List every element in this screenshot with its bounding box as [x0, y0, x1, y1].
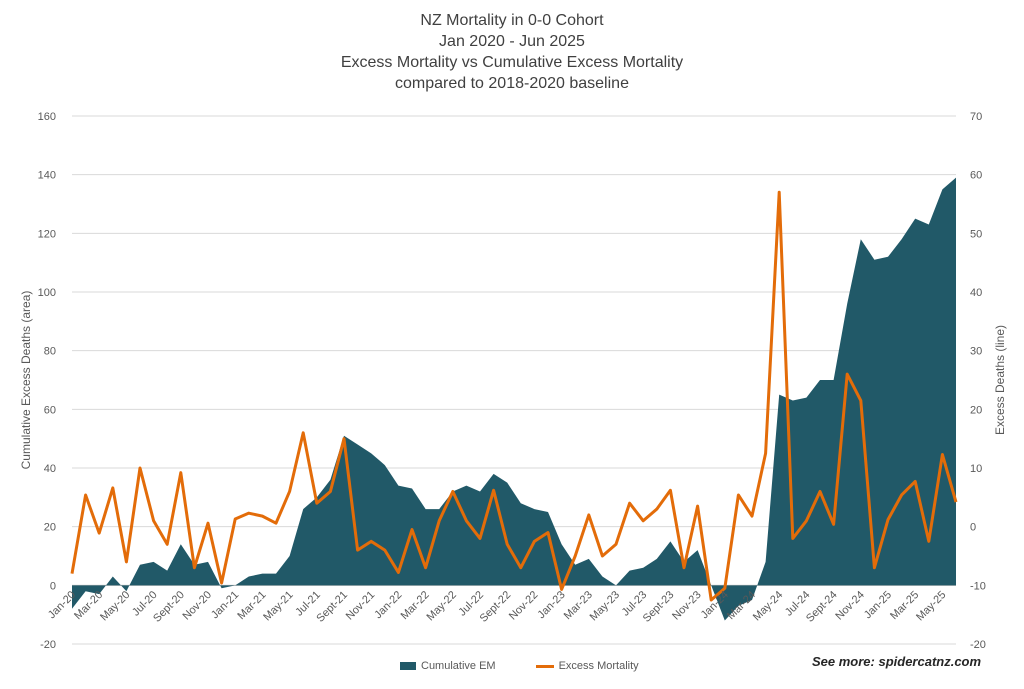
right-tick-label: 0: [970, 522, 976, 534]
title-line-2: Jan 2020 - Jun 2025: [439, 33, 585, 50]
title-line-3: Excess Mortality vs Cumulative Excess Mo…: [340, 54, 684, 71]
right-tick-label: 40: [970, 287, 982, 299]
x-tick-label: Nov-20: [181, 589, 215, 623]
left-axis-title: Cumulative Excess Deaths (area): [19, 291, 33, 470]
x-tick-label: Nov-23: [670, 589, 704, 623]
x-tick-label: May-23: [588, 589, 622, 623]
right-tick-label: 50: [970, 228, 982, 240]
legend-label-cumulative-em: Cumulative EM: [421, 660, 496, 672]
source-note: See more: spidercatnz.com: [812, 654, 982, 669]
x-tick-label: Nov-21: [344, 589, 378, 623]
x-tick-label: May-25: [914, 589, 948, 623]
x-tick-label: May-22: [424, 589, 458, 623]
x-tick-label: May-20: [98, 589, 132, 623]
x-axis-ticks: Jan-20Mar-20May-20Jul-20Sept-20Nov-20Jan…: [46, 589, 949, 625]
left-tick-label: 80: [44, 346, 56, 358]
legend: Cumulative EM Excess Mortality: [400, 660, 639, 672]
legend-swatch-excess-mortality: [535, 664, 554, 668]
left-tick-label: 120: [38, 228, 56, 240]
chart-title: NZ Mortality in 0-0 Cohort Jan 2020 - Ju…: [0, 10, 1024, 94]
x-tick-label: Jan-25: [862, 589, 894, 621]
left-tick-label: -20: [40, 639, 56, 651]
left-tick-label: 60: [44, 404, 56, 416]
left-axis-ticks: -20 0 20 40 60 80 100 120 140 160: [38, 111, 56, 651]
left-tick-label: 0: [50, 580, 56, 592]
x-tick-label: May-21: [261, 589, 295, 623]
x-tick-label: Jan-23: [535, 589, 567, 621]
left-tick-label: 160: [38, 111, 56, 123]
legend-label-excess-mortality: Excess Mortality: [558, 660, 639, 672]
right-tick-label: 10: [970, 463, 982, 475]
x-tick-label: Nov-24: [833, 589, 867, 623]
right-tick-label: -20: [970, 639, 986, 651]
left-tick-label: 100: [38, 287, 56, 299]
right-axis-ticks: -20 -10 0 10 20 30 40 50 60 70: [970, 111, 986, 651]
excess-mortality-line: [70, 190, 958, 602]
right-tick-label: 20: [970, 404, 982, 416]
right-axis-title: Excess Deaths (line): [993, 325, 1007, 435]
right-tick-label: 60: [970, 170, 982, 182]
right-tick-label: 30: [970, 346, 982, 358]
x-tick-label: Jan-21: [209, 589, 241, 621]
left-tick-label: 140: [38, 170, 56, 182]
title-line-4: compared to 2018-2020 baseline: [395, 75, 629, 92]
title-line-1: NZ Mortality in 0-0 Cohort: [420, 12, 604, 29]
right-tick-label: 70: [970, 111, 982, 123]
left-tick-label: 40: [44, 463, 56, 475]
cumulative-em-area: [72, 177, 956, 621]
excess-mortality-line-layer: [70, 190, 958, 602]
cumulative-em-area-layer: [72, 177, 956, 621]
x-tick-label: Nov-22: [507, 589, 541, 623]
left-tick-label: 20: [44, 522, 56, 534]
legend-swatch-cumulative-em: [400, 662, 416, 670]
x-tick-label: Jan-22: [372, 589, 404, 621]
x-tick-label: May-24: [751, 589, 785, 623]
right-tick-label: -10: [970, 580, 986, 592]
